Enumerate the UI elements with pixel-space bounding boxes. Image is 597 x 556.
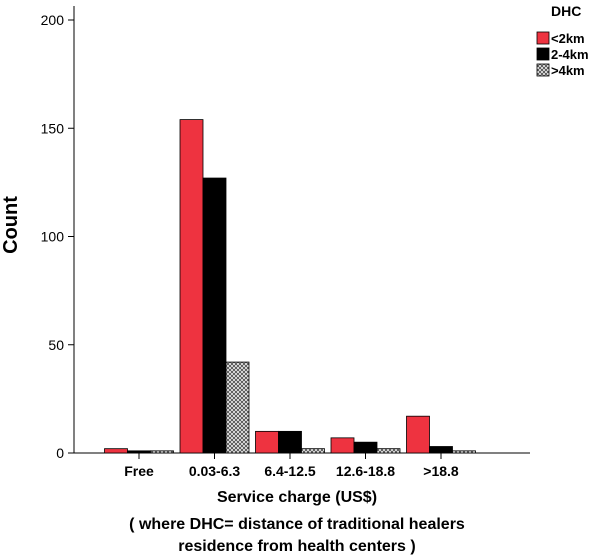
legend-swatch: [536, 47, 550, 61]
x-tick-label: 6.4-12.5: [264, 463, 316, 479]
bar: [127, 450, 151, 454]
bar: [330, 437, 355, 454]
y-tick-label: 0: [56, 445, 64, 461]
legend-title: DHC: [551, 3, 581, 19]
legend-swatch: [536, 31, 550, 45]
bar: [150, 450, 174, 454]
y-tick-label: 100: [41, 229, 65, 245]
y-ticks: 0 50 100 150 200: [41, 12, 74, 461]
x-tick-label: 0.03-6.3: [189, 463, 241, 479]
x-axis-label-note-2: residence from health centers ): [178, 538, 415, 555]
bar: [202, 177, 227, 454]
bar: [179, 119, 204, 454]
bar: [301, 448, 325, 454]
y-tick-label: 200: [41, 12, 65, 28]
bar: [353, 441, 378, 454]
x-ticks: Free 0.03-6.3 6.4-12.5 12.6-18.8 >18.8: [124, 453, 459, 479]
legend-swatch: [536, 63, 550, 77]
y-axis-label: Count: [0, 196, 22, 254]
bar: [429, 446, 453, 454]
x-axis-label-note-1: ( where DHC= distance of traditional hea…: [129, 516, 465, 533]
y-tick-label: 150: [41, 120, 65, 136]
bar: [255, 430, 279, 454]
bar: [376, 448, 401, 454]
x-tick-label: Free: [124, 463, 154, 479]
legend-label: 2-4km: [551, 47, 589, 62]
bar: [278, 430, 302, 454]
bar: [452, 450, 476, 454]
bar: [406, 415, 430, 454]
bars: [104, 119, 476, 454]
x-axis-label: Service charge (US$): [217, 489, 377, 506]
bar: [225, 361, 250, 454]
legend-label: >4km: [551, 63, 585, 78]
x-tick-label: >18.8: [423, 463, 459, 479]
legend-label: <2km: [551, 31, 585, 46]
x-tick-label: 12.6-18.8: [336, 463, 395, 479]
y-tick-label: 50: [48, 337, 64, 353]
bar: [104, 448, 128, 454]
